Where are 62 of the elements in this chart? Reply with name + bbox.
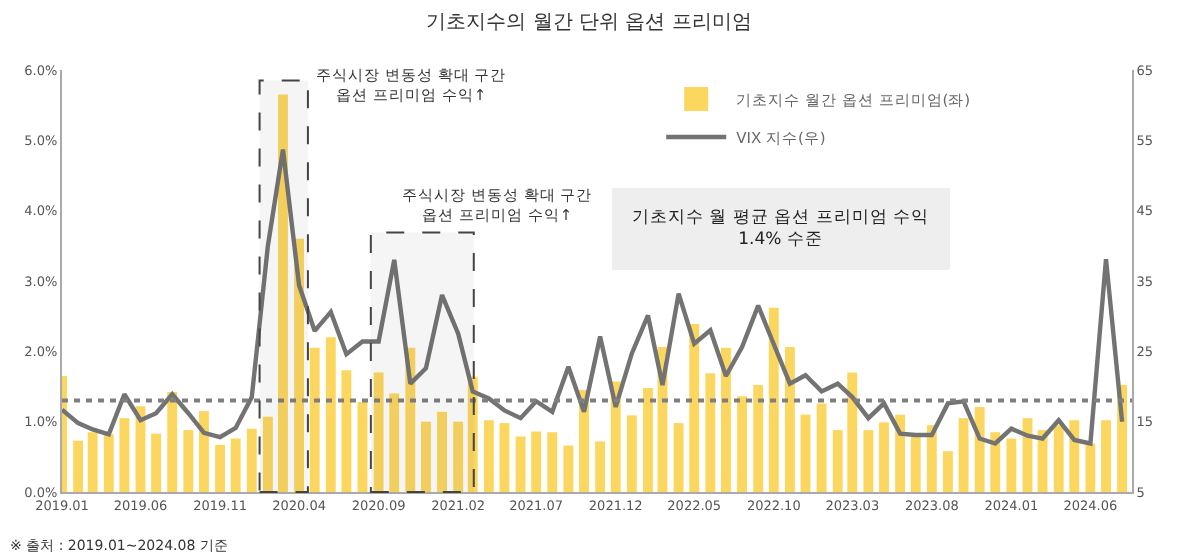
bar (246, 428, 257, 492)
bar (958, 418, 969, 492)
bar (974, 406, 985, 492)
bar (784, 347, 795, 492)
bar (768, 307, 779, 492)
bar (87, 432, 98, 492)
bar (595, 441, 606, 492)
bar (753, 385, 764, 492)
bar (689, 323, 700, 492)
bar (499, 423, 510, 492)
bar (531, 431, 542, 492)
bar (1101, 420, 1111, 492)
bar (389, 393, 400, 492)
bar (437, 411, 447, 492)
bar (421, 421, 431, 492)
bar (626, 415, 637, 492)
bar (1085, 443, 1096, 492)
bar (119, 418, 130, 492)
bar (151, 433, 162, 492)
bar (1006, 438, 1017, 492)
bar (816, 403, 827, 492)
bar (103, 434, 114, 492)
bar (278, 94, 288, 492)
bar (230, 438, 241, 492)
bar (262, 416, 273, 492)
bar (832, 430, 843, 492)
bar (673, 423, 684, 492)
bar (309, 347, 320, 492)
bar (515, 436, 526, 492)
bar (990, 432, 1001, 492)
bar (183, 430, 194, 492)
bar (199, 411, 209, 492)
bar (910, 436, 921, 492)
bar (863, 430, 874, 492)
bar (879, 422, 889, 492)
line-series (62, 147, 1125, 446)
bar (943, 451, 953, 492)
bar (847, 372, 858, 492)
bar (895, 414, 906, 492)
bar (547, 432, 558, 492)
bar (483, 420, 494, 492)
bar (705, 373, 716, 492)
bar (373, 372, 384, 492)
bar (643, 387, 653, 492)
bar (1069, 420, 1080, 492)
bar (357, 401, 368, 492)
bar (737, 396, 747, 492)
bar (167, 392, 178, 492)
bar (1053, 425, 1064, 492)
bar (341, 370, 352, 492)
bar (563, 445, 574, 492)
bar (1037, 430, 1048, 492)
bar (215, 444, 225, 492)
chart-title: 기초지수의 월간 단위 옵션 프리미엄 (426, 11, 752, 34)
bar (926, 425, 937, 492)
bar (721, 347, 731, 492)
annotation: 기초지수 월 평균 옵션 프리미엄 수익 1.4% 수준 (632, 208, 930, 251)
bar (800, 414, 811, 492)
bar (73, 440, 84, 492)
bar (325, 337, 336, 492)
bar (467, 376, 478, 492)
bar (453, 421, 464, 492)
